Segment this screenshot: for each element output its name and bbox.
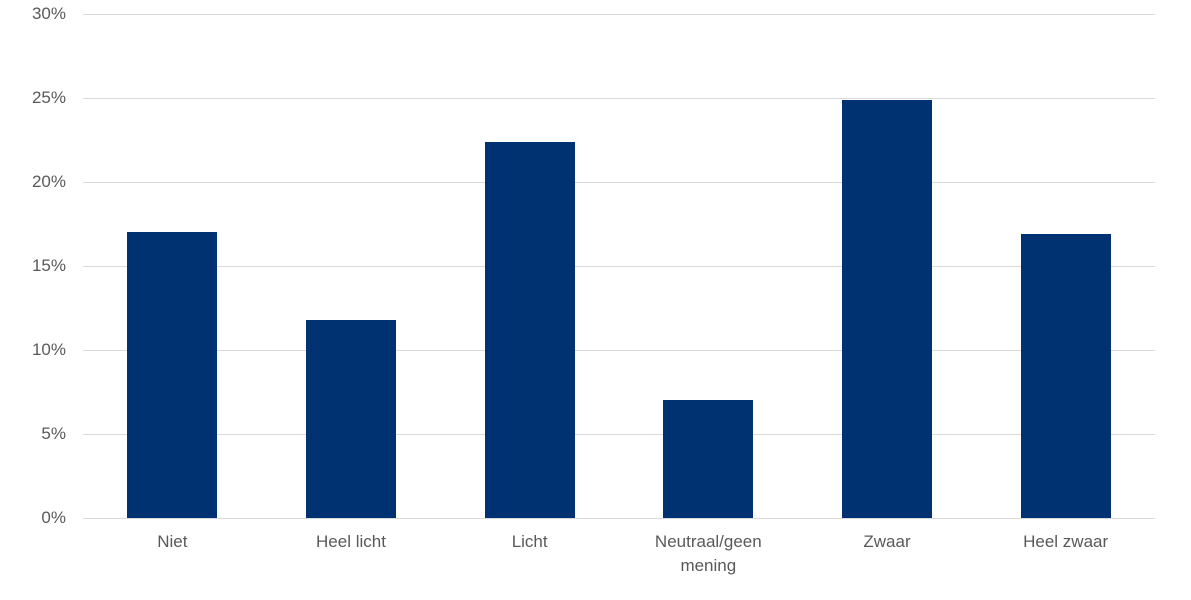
x-category-label: Heel licht xyxy=(316,532,386,551)
y-tick-label: 10% xyxy=(31,340,66,359)
x-category-label: Licht xyxy=(511,532,548,551)
y-tick-label: 15% xyxy=(31,256,66,275)
bar-neutraal-geen-mening xyxy=(663,400,754,518)
bar-zwaar xyxy=(842,99,932,518)
y-tick-label: 5% xyxy=(41,424,66,443)
gridline xyxy=(83,349,1155,351)
y-tick-label: 25% xyxy=(31,88,66,107)
gridline xyxy=(83,265,1155,267)
bar-heel-zwaar xyxy=(1020,234,1111,518)
x-category-label: Niet xyxy=(157,532,188,551)
gridline xyxy=(83,181,1155,183)
gridline xyxy=(83,433,1155,435)
gridline xyxy=(83,13,1155,15)
x-category-label: Zwaar xyxy=(863,532,911,551)
bar-heel-licht xyxy=(306,319,396,518)
y-tick-label: 20% xyxy=(31,172,66,191)
y-tick-label: 0% xyxy=(41,508,66,527)
bar-licht xyxy=(484,141,575,518)
bar-niet xyxy=(127,232,218,518)
x-category-label: Heel zwaar xyxy=(1023,532,1109,551)
y-tick-label: 30% xyxy=(31,4,66,23)
plot-area xyxy=(83,13,1155,519)
x-category-label: Neutraal/geen mening xyxy=(654,532,762,575)
gridline xyxy=(83,97,1155,99)
gridline xyxy=(83,517,1155,519)
